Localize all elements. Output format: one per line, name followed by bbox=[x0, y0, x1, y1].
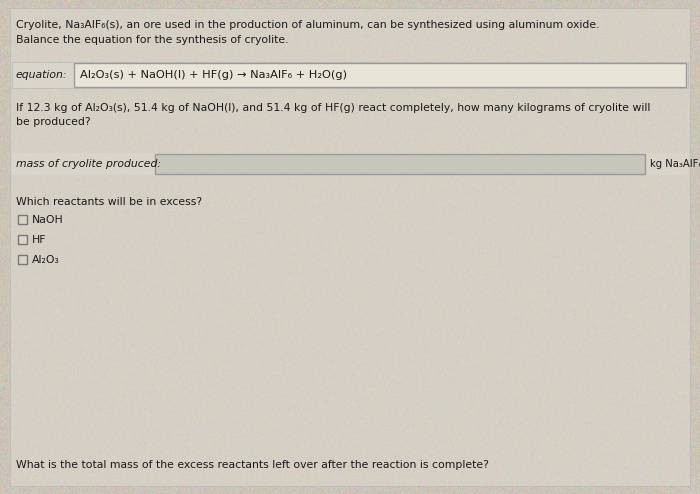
Bar bbox=[74, 63, 686, 87]
Text: be produced?: be produced? bbox=[16, 117, 90, 127]
Bar bbox=[18, 235, 27, 244]
Text: If 12.3 kg of Al₂O₃(s), 51.4 kg of NaOH(l), and 51.4 kg of HF(g) react completel: If 12.3 kg of Al₂O₃(s), 51.4 kg of NaOH(… bbox=[16, 103, 650, 113]
Text: kg Na₃AlF₆: kg Na₃AlF₆ bbox=[650, 159, 700, 169]
Bar bbox=[12, 153, 688, 175]
Text: mass of cryolite produced:: mass of cryolite produced: bbox=[16, 159, 161, 169]
Bar bbox=[18, 255, 27, 264]
Text: equation:: equation: bbox=[16, 70, 67, 80]
Text: Al₂O₃: Al₂O₃ bbox=[32, 254, 60, 264]
Bar bbox=[155, 154, 645, 174]
Text: HF: HF bbox=[32, 235, 46, 245]
Text: Al₂O₃(s) + NaOH(l) + HF(g) → Na₃AlF₆ + H₂O(g): Al₂O₃(s) + NaOH(l) + HF(g) → Na₃AlF₆ + H… bbox=[80, 70, 347, 80]
Text: Which reactants will be in excess?: Which reactants will be in excess? bbox=[16, 197, 202, 207]
Bar bbox=[18, 215, 27, 224]
Text: Balance the equation for the synthesis of cryolite.: Balance the equation for the synthesis o… bbox=[16, 35, 288, 45]
Text: NaOH: NaOH bbox=[32, 214, 64, 224]
Text: Cryolite, Na₃AlF₆(s), an ore used in the production of aluminum, can be synthesi: Cryolite, Na₃AlF₆(s), an ore used in the… bbox=[16, 20, 599, 30]
Bar bbox=[12, 62, 688, 88]
Text: What is the total mass of the excess reactants left over after the reaction is c: What is the total mass of the excess rea… bbox=[16, 460, 489, 470]
